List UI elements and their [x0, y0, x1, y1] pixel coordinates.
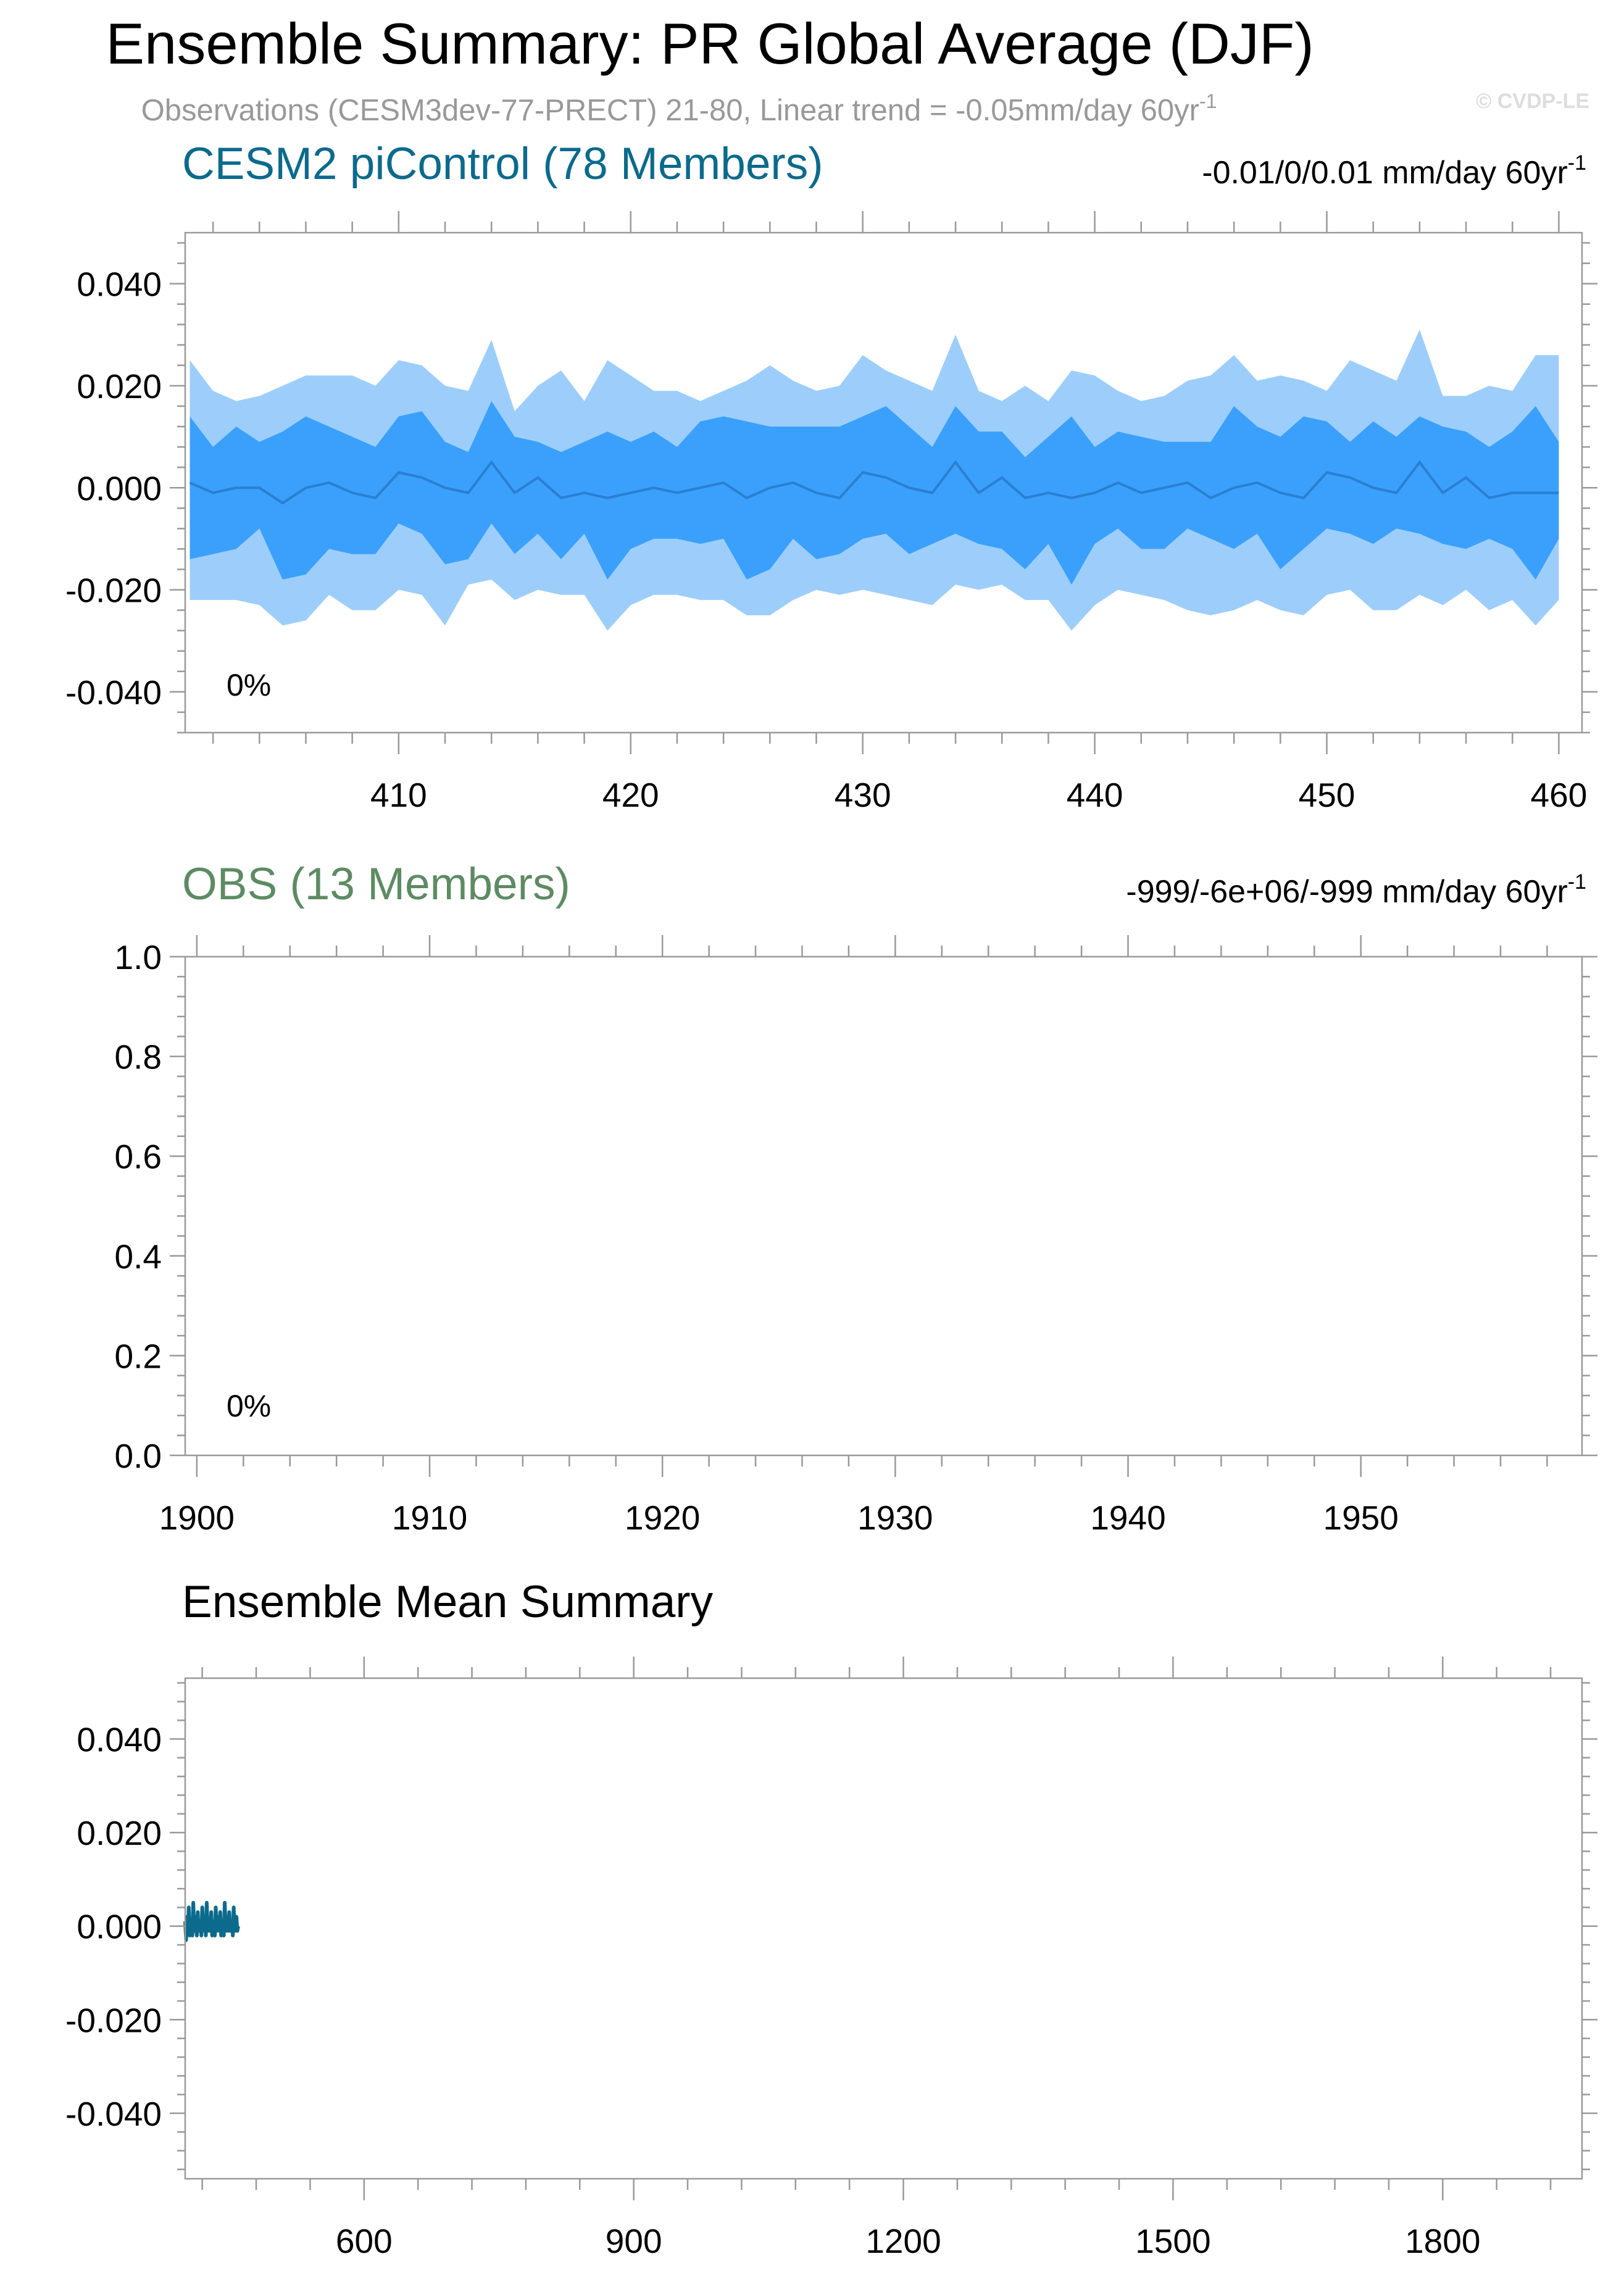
- panel-model-trend-label: -0.01/0/0.01 mm/day 60yr-1: [1202, 151, 1586, 191]
- median-line: [189, 460, 1559, 505]
- x-tick-label: 1910: [392, 1499, 467, 1537]
- watermark: © CVDP-LE: [1476, 89, 1589, 113]
- panel-ensmean-frame: [184, 1677, 1583, 2180]
- x-tick-label: 1940: [1090, 1499, 1165, 1537]
- figure-subtitle: Observations (CESM3dev-77-PRECT) 21-80, …: [141, 90, 1217, 127]
- x-tick-label: 430: [835, 776, 891, 814]
- panel-model-axes: 0.040 0.020 0.000 -0.020 -0.040 410 420 430 440 4…: [65, 211, 1597, 814]
- band-25-75: [189, 401, 1559, 585]
- y-tick-label: 0.2: [115, 1337, 162, 1375]
- x-tick-label: 1500: [1135, 2222, 1210, 2260]
- x-tick-label: 1200: [865, 2222, 941, 2260]
- figure-subtitle-text: Observations (CESM3dev-77-PRECT) 21-80, …: [141, 94, 1199, 127]
- panel-obs-percent: 0%: [227, 1389, 271, 1423]
- x-tick-label: 450: [1299, 776, 1355, 814]
- x-tick-label: 1930: [857, 1499, 933, 1537]
- y-tick-label: 0.0: [115, 1437, 162, 1475]
- y-tick-label: 0.020: [77, 1814, 162, 1852]
- y-tick-label: 0.000: [77, 1908, 162, 1946]
- ensemble-mean-line: [183, 1900, 240, 1942]
- panel-model-bands: [189, 330, 1559, 631]
- y-tick-label: -0.040: [65, 2095, 162, 2133]
- panel-ensmean-title: Ensemble Mean Summary: [182, 1577, 714, 1627]
- y-tick-label: 0.020: [77, 367, 162, 406]
- figure-title: Ensemble Summary: PR Global Average (DJF…: [106, 11, 1314, 76]
- panel-ensmean: Ensemble Mean Summary 0.040 0.020 0.000 -0.…: [65, 1577, 1597, 2260]
- panel-ensmean-lines: [183, 1900, 240, 1942]
- x-tick-label: 600: [336, 2222, 393, 2260]
- y-tick-label: 0.040: [77, 265, 162, 304]
- y-tick-label: -0.020: [65, 572, 162, 610]
- panel-model-frame: [184, 231, 1583, 734]
- y-tick-label: 0.8: [115, 1038, 162, 1076]
- x-tick-label: 420: [602, 776, 659, 814]
- y-tick-label: 0.4: [115, 1238, 162, 1276]
- panel-obs: OBS (13 Members) -999/-6e+06/-999 mm/day…: [115, 859, 1597, 1537]
- y-tick-label: -0.020: [65, 2001, 162, 2039]
- panel-obs-trend-label: -999/-6e+06/-999 mm/day 60yr-1: [1126, 870, 1586, 910]
- figure-subtitle-superscript: -1: [1199, 90, 1217, 112]
- y-tick-label: -0.040: [65, 673, 162, 712]
- y-tick-label: 0.000: [77, 469, 162, 507]
- panel-obs-axes: 1.0 0.8 0.6 0.4 0.2 0.0 1900 1910 1920 1930 1940 19…: [115, 935, 1597, 1537]
- panel-model-trend-text: -0.01/0/0.01 mm/day 60yr: [1202, 155, 1568, 191]
- x-tick-label: 460: [1531, 776, 1588, 814]
- panel-obs-title: OBS (13 Members): [182, 859, 570, 909]
- y-tick-label: 0.6: [115, 1138, 162, 1176]
- x-tick-label: 1920: [625, 1499, 700, 1537]
- panel-model-trend-sup: -1: [1568, 151, 1586, 175]
- panel-obs-trend-text: -999/-6e+06/-999 mm/day 60yr: [1126, 874, 1567, 910]
- x-tick-label: 1800: [1405, 2222, 1480, 2260]
- panel-obs-frame: [184, 955, 1583, 1457]
- y-tick-label: 0.040: [77, 1721, 162, 1759]
- panel-ensmean-axes: 0.040 0.020 0.000 -0.020 -0.040 600 900 1200 150…: [65, 1657, 1597, 2260]
- x-tick-label: 410: [370, 776, 427, 814]
- panel-model-title: CESM2 piControl (78 Members): [182, 139, 823, 189]
- x-tick-label: 1950: [1323, 1499, 1399, 1537]
- y-tick-label: 1.0: [115, 938, 162, 976]
- x-tick-label: 900: [606, 2222, 662, 2260]
- panel-model: CESM2 piControl (78 Members) -0.01/0/0.0…: [65, 139, 1597, 814]
- panel-obs-trend-sup: -1: [1568, 870, 1586, 894]
- x-tick-label: 1900: [159, 1499, 235, 1537]
- x-tick-label: 440: [1067, 776, 1123, 814]
- panel-model-percent: 0%: [227, 668, 271, 702]
